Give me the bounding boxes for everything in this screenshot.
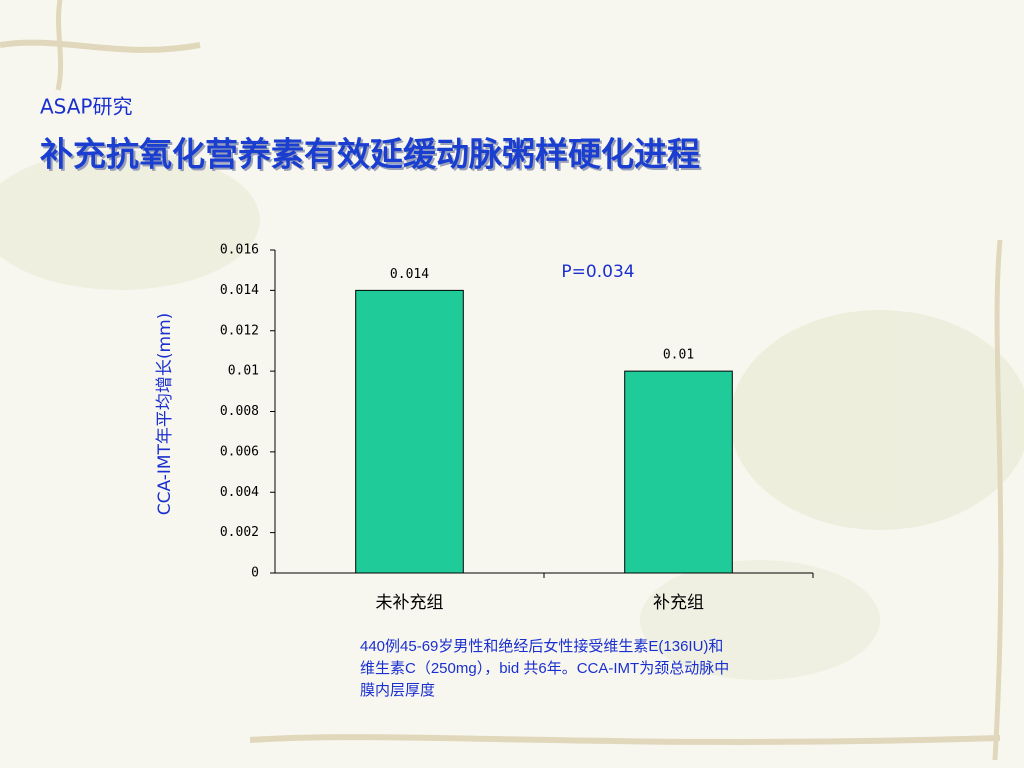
bar (355, 289, 464, 574)
y-tick-label: 0.004 (220, 485, 259, 500)
slide-title-shadow: 补充抗氧化营养素有效延缓动脉粥样硬化进程 (42, 137, 702, 176)
slide-subtitle: ASAP研究 (40, 95, 133, 119)
y-tick-label: 0.002 (220, 525, 259, 540)
y-tick-label: 0.012 (220, 323, 259, 338)
y-tick-label: 0.016 (220, 243, 259, 258)
y-tick-label: 0.006 (220, 444, 259, 459)
data-label: 0.01 (663, 348, 694, 363)
y-tick-label: 0.014 (220, 283, 259, 298)
footnote: 440例45-69岁男性和绝经后女性接受维生素E(136IU)和维生素C（250… (360, 638, 730, 699)
x-tick-label: 补充组 (653, 593, 704, 613)
data-label: 0.014 (390, 267, 429, 282)
x-tick-label: 未补充组 (376, 593, 444, 613)
y-tick-label: 0.01 (228, 364, 259, 379)
slide-title: 补充抗氧化营养素有效延缓动脉粥样硬化进程 (40, 135, 700, 174)
bar (624, 370, 733, 574)
y-tick-label: 0.008 (220, 404, 259, 419)
annotation: P=0.034 (561, 262, 634, 282)
y-tick-label: 0 (251, 566, 259, 581)
y-axis-label: CCA-IMT年平均增长(mm) (155, 313, 175, 516)
